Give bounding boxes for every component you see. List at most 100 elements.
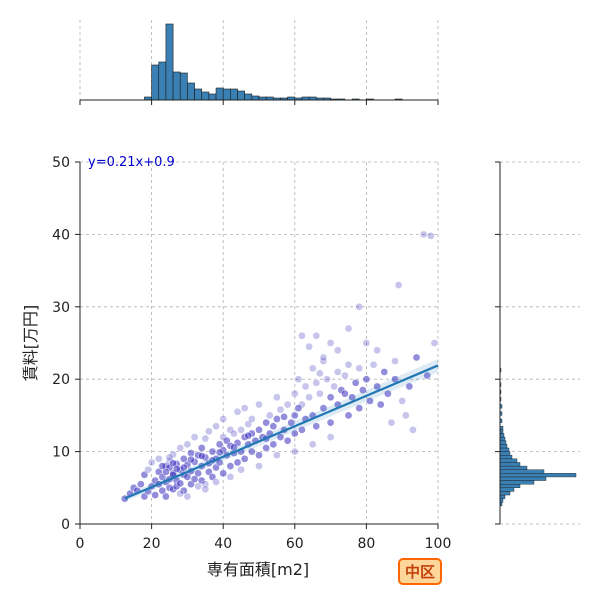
data-point xyxy=(333,346,342,355)
data-point xyxy=(255,462,263,470)
data-point xyxy=(373,382,381,391)
data-point xyxy=(333,368,342,376)
data-point xyxy=(201,434,210,443)
y-histogram xyxy=(499,368,577,507)
data-point xyxy=(162,492,170,501)
data-point xyxy=(355,302,364,311)
data-point xyxy=(384,389,392,398)
data-point xyxy=(237,426,245,434)
data-point xyxy=(373,346,381,355)
x-tick-label: 80 xyxy=(357,536,375,552)
data-point xyxy=(305,393,313,402)
x-hist-bar xyxy=(194,88,203,101)
data-point xyxy=(369,360,378,369)
y-hist-bar xyxy=(499,483,521,488)
data-point xyxy=(219,415,228,423)
data-point xyxy=(323,375,331,384)
x-hist-bar xyxy=(201,91,210,101)
data-point xyxy=(326,393,335,402)
data-point xyxy=(426,231,435,240)
data-point xyxy=(169,459,177,468)
data-point xyxy=(176,489,185,498)
x-hist-bar xyxy=(251,95,260,101)
data-point xyxy=(391,357,399,365)
data-point xyxy=(158,486,167,495)
y-tick-label: 30 xyxy=(52,300,70,316)
regression xyxy=(124,358,439,502)
data-point xyxy=(305,342,313,351)
data-point xyxy=(341,389,349,398)
data-point xyxy=(409,426,417,434)
data-point xyxy=(262,444,271,452)
y-hist-bar xyxy=(499,447,510,452)
y-hist-bar xyxy=(499,494,506,499)
axes xyxy=(75,99,501,529)
x-hist-bar xyxy=(244,93,253,101)
y-hist-bar xyxy=(499,487,515,492)
data-point xyxy=(290,411,299,420)
data-point xyxy=(247,415,256,423)
y-hist-bar xyxy=(499,440,507,445)
data-point xyxy=(330,382,339,391)
data-point xyxy=(165,453,174,462)
data-point xyxy=(183,440,192,449)
data-point xyxy=(405,382,414,391)
y-hist-bar xyxy=(499,476,547,481)
data-point xyxy=(233,407,242,416)
data-point xyxy=(308,364,317,373)
data-point xyxy=(144,465,152,474)
data-point xyxy=(230,443,238,452)
x-hist-bar xyxy=(179,72,188,101)
data-point xyxy=(312,378,321,387)
data-point xyxy=(380,368,389,376)
x-axis-label: 専有面積[m2] xyxy=(207,560,309,579)
x-hist-bar xyxy=(215,87,224,101)
data-point xyxy=(355,404,364,413)
data-point xyxy=(283,400,292,409)
data-point xyxy=(319,404,328,413)
data-point xyxy=(190,433,199,441)
data-point xyxy=(244,431,253,440)
data-point xyxy=(401,411,410,420)
data-point xyxy=(215,448,224,457)
data-point xyxy=(179,463,188,472)
data-point xyxy=(394,281,403,289)
data-point xyxy=(176,479,185,488)
data-point xyxy=(355,364,364,373)
y-hist-bar xyxy=(499,433,505,438)
x-hist-bar xyxy=(165,23,174,101)
data-point xyxy=(298,331,306,340)
y-hist-bar xyxy=(499,473,577,478)
x-tick-label: 20 xyxy=(143,536,161,552)
data-point xyxy=(226,462,235,470)
data-point xyxy=(326,418,335,427)
data-point xyxy=(147,458,156,467)
y-hist-bar xyxy=(499,469,545,474)
data-point xyxy=(240,454,249,463)
x-hist-bar xyxy=(237,90,245,101)
data-point xyxy=(273,415,281,423)
y-hist-bar xyxy=(499,462,521,467)
data-point xyxy=(187,455,195,464)
y-hist-bar xyxy=(499,491,511,496)
data-point xyxy=(197,444,206,452)
y-hist-bar xyxy=(499,444,508,449)
tick-labels: 0 20 40 60 80 100 0 10 20 30 40 50 xyxy=(52,155,451,552)
data-point xyxy=(341,371,349,380)
y-hist-bar xyxy=(499,451,511,456)
data-point xyxy=(387,418,396,427)
data-point xyxy=(290,429,299,438)
y-hist-bar xyxy=(499,458,518,463)
data-point xyxy=(298,426,306,434)
data-point xyxy=(247,447,256,456)
x-tick-label: 100 xyxy=(425,536,452,552)
data-point xyxy=(326,339,335,347)
data-point xyxy=(154,454,163,463)
data-point xyxy=(312,422,321,431)
data-point xyxy=(358,386,367,394)
data-point xyxy=(419,230,428,239)
x-histogram xyxy=(144,23,403,101)
data-point xyxy=(273,393,281,402)
data-point xyxy=(212,478,220,486)
x-hist-bar xyxy=(172,71,181,101)
